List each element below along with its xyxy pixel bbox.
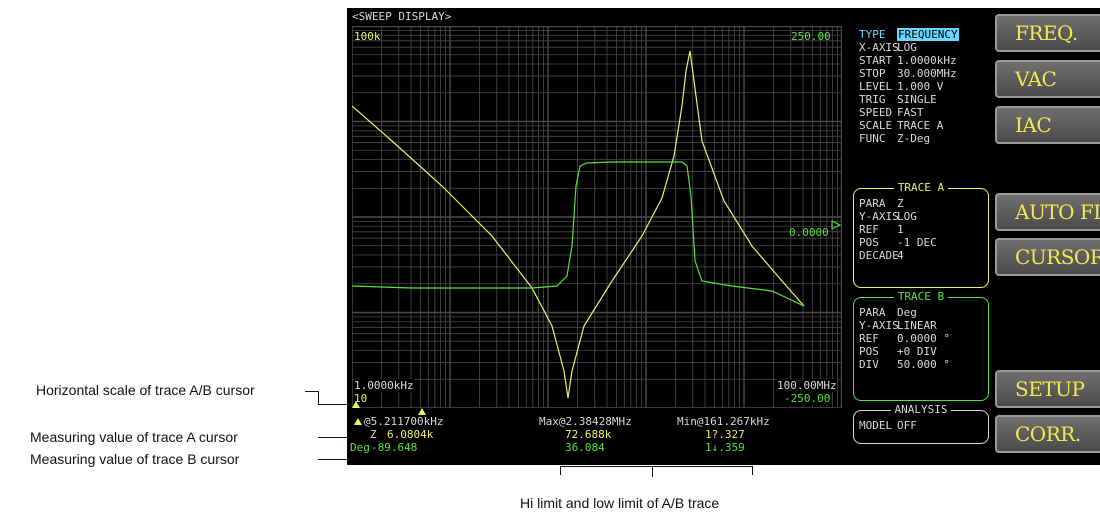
trace-a-pos: POS -1 DEC [859, 236, 937, 249]
trace-b-div: DIV 50.000 ° [859, 358, 950, 371]
iac-button[interactable]: IAC [995, 106, 1100, 144]
trace-a-curve [352, 50, 805, 399]
min-label: Min@161.267kHz [677, 415, 770, 428]
annotation-trace-a-value: Measuring value of trace A cursor [30, 429, 238, 445]
param-stop: STOP 30.000MHz [859, 67, 957, 80]
trace-b-curve [352, 161, 805, 307]
sweep-plot [352, 26, 842, 408]
trace-b-para: PARA Deg [859, 306, 917, 319]
trace-a-ref: REF 1 [859, 223, 904, 236]
trace-b-value: -89.648 [371, 441, 418, 454]
screen-title: <SWEEP DISPLAY> [352, 10, 452, 23]
cursor-button[interactable]: CURSOR [995, 238, 1100, 276]
max-label: Max@2.38428MHz [539, 415, 632, 428]
cursor-left-marker [352, 401, 360, 408]
corr-button[interactable]: CORR. [995, 415, 1100, 453]
trace-a-value: 6.0804k [387, 428, 434, 441]
trace-b-pos: POS +0 DIV [859, 345, 937, 358]
annotation-horizontal-scale: Horizontal scale of trace A/B cursor [36, 382, 255, 398]
param-start: START 1.0000kHz [859, 54, 957, 67]
analysis-model: MODEL OFF [859, 419, 917, 432]
trace-b-panel: TRACE B [853, 290, 989, 401]
cursor-frequency: @5.211700kHz [364, 415, 444, 428]
min-trace-a: 1?.327 [705, 428, 745, 441]
trace-a-para: PARA Z [859, 197, 904, 210]
trace-a-decade: DECADE4 [859, 249, 904, 262]
max-trace-b: 36.084 [565, 441, 605, 454]
auto-fit-button[interactable]: AUTO FIT [995, 193, 1100, 231]
cursor-readout-icon [354, 418, 362, 425]
plot-y-top-label: 100k [354, 30, 381, 43]
leader-line [318, 404, 350, 405]
annotation-limits: Hi limit and low limit of A/B trace [520, 495, 720, 511]
param-func: FUNC Z-Deg [859, 132, 931, 145]
leader-line [305, 391, 319, 392]
max-trace-a: 72.688k [565, 428, 612, 441]
analysis-panel: ANALYSIS [853, 403, 989, 444]
cursor-marker[interactable] [418, 408, 426, 415]
leader-line [652, 466, 653, 477]
param-x-axis: X-AXISLOG [859, 41, 917, 54]
plot-right-top-label: 250.00 [791, 30, 831, 43]
min-trace-b: 1↓.359 [705, 441, 745, 454]
param-scale: SCALE TRACE A [859, 119, 944, 132]
leader-line [318, 391, 319, 405]
trace-b-y-axis: Y-AXISLINEAR [859, 319, 937, 332]
trace-b-ref: REF 0.0000 ° [859, 332, 950, 345]
setup-button[interactable]: SETUP [995, 370, 1100, 408]
trace-b-label: Deg [350, 441, 370, 454]
param-level: LEVEL 1.000 V [859, 80, 944, 93]
param-speed: SPEED FAST [859, 106, 924, 119]
leader-line [318, 437, 350, 438]
trace-b-ref-marker [831, 220, 842, 230]
trace-a-panel-title: TRACE A [893, 181, 949, 194]
trace-b-panel-title: TRACE B [893, 290, 949, 303]
leader-line [318, 459, 350, 460]
plot-right-mid-label: 0.0000 [789, 226, 829, 239]
analysis-panel-title: ANALYSIS [890, 403, 952, 416]
leader-line [560, 466, 753, 467]
plot-grid [352, 26, 842, 408]
trace-a-y-axis: Y-AXISLOG [859, 210, 917, 223]
leader-line [560, 467, 561, 475]
param-trig: TRIG SINGLE [859, 93, 937, 106]
trace-a-label: Z [370, 428, 377, 441]
freq-button[interactable]: FREQ. [995, 14, 1100, 52]
plot-x-right-label: 100.00MHz [777, 379, 837, 392]
plot-right-bottom-label: -250.00 [784, 392, 831, 405]
instrument-screen: <SWEEP DISPLAY> 100k 250.00 0.0000 1.000… [347, 8, 1100, 465]
leader-line [752, 467, 753, 475]
vac-button[interactable]: VAC [995, 60, 1100, 98]
annotation-trace-b-value: Measuring value of trace B cursor [30, 451, 240, 467]
plot-x-left-label: 1.0000kHz [354, 379, 414, 392]
trace-a-panel: TRACE A [853, 181, 989, 288]
param-type: TYPE FREQUENCY [859, 28, 959, 41]
